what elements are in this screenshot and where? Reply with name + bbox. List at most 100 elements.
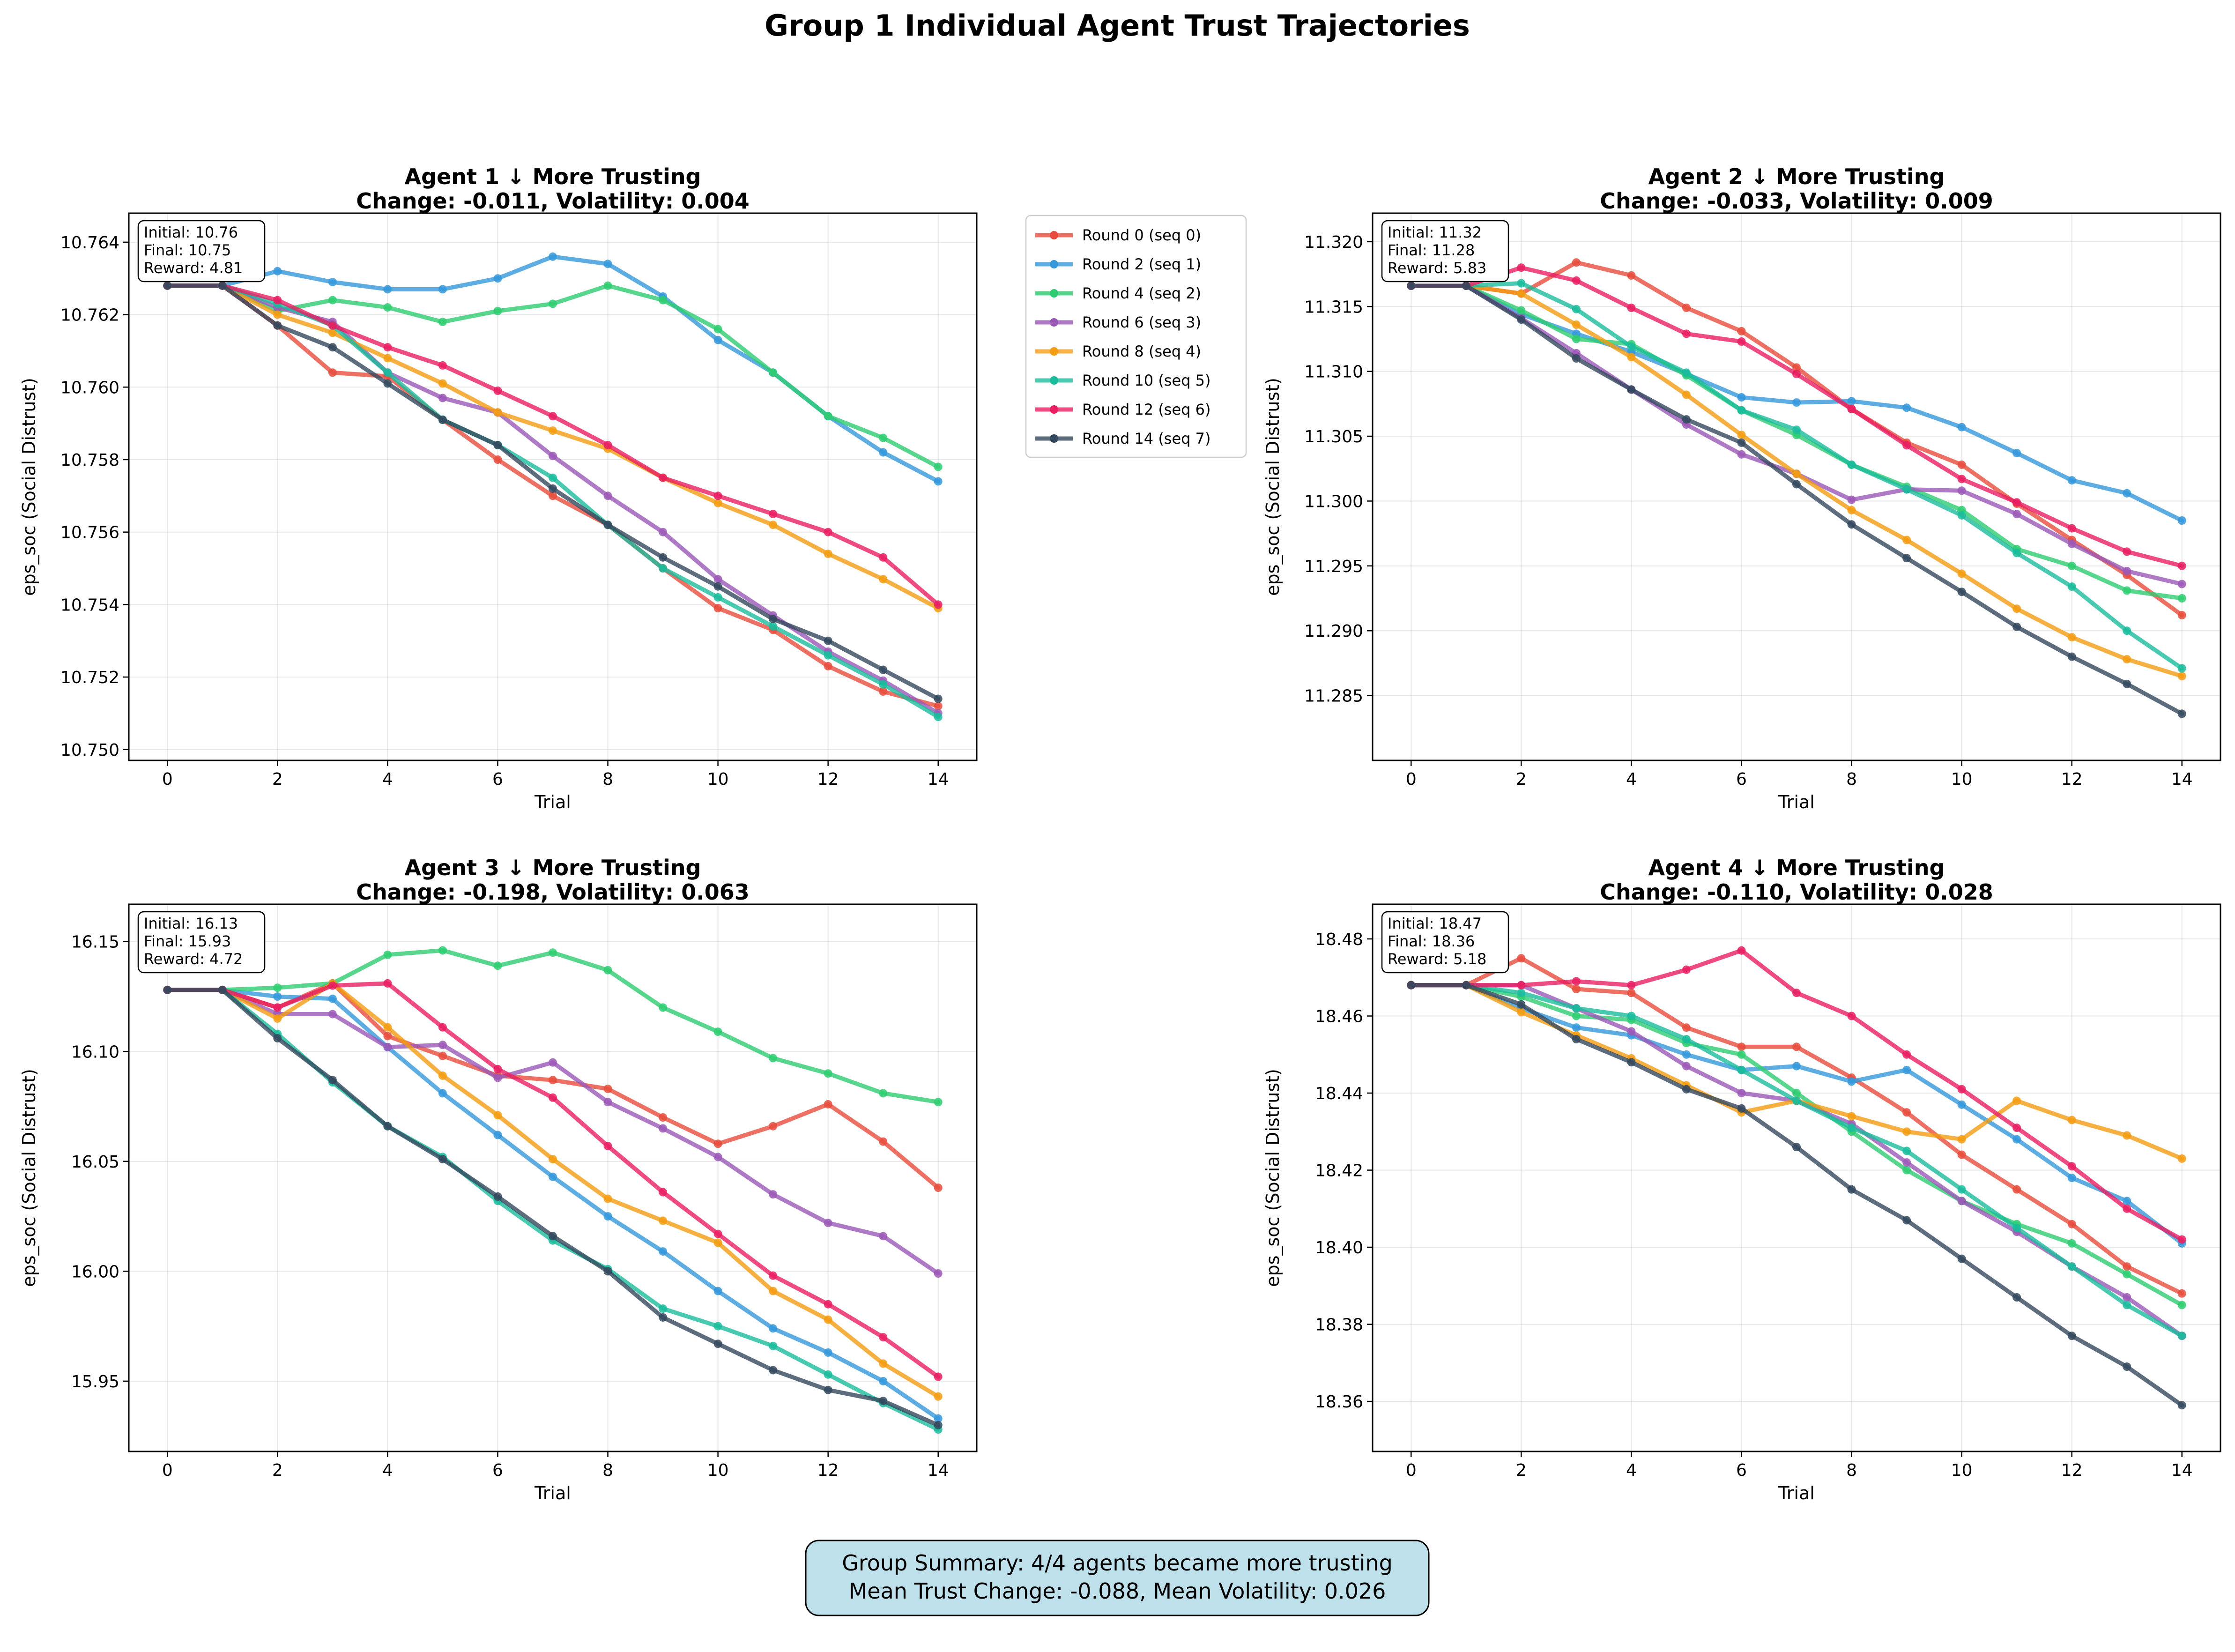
data-point [328,328,337,337]
data-point [1902,1146,1911,1155]
data-point [713,1238,722,1247]
data-point [659,1113,668,1122]
data-point [769,1366,778,1375]
panel-title-line-1: Agent 2 ↓ More Trusting [1648,164,1945,189]
legend: Round 0 (seq 0) Round 2 (seq 1) Round 4 (s… [1025,215,1247,458]
data-point [824,412,832,421]
data-point [1572,977,1581,986]
data-point [2012,510,2021,519]
data-point [659,1216,668,1225]
data-point [1792,370,1801,379]
data-point [603,491,612,500]
data-point [769,1271,778,1280]
data-point [769,615,778,624]
y-tick-label: 10.756 [60,523,119,543]
data-point [1627,1027,1636,1036]
annotation-line: Final: 11.28 [1388,241,1475,259]
data-point [549,948,557,957]
data-point [1957,475,1966,484]
data-point [2123,1131,2131,1140]
data-point [934,462,943,471]
data-point [1737,1042,1746,1051]
legend-label: Round 4 (seq 2) [1082,284,1201,302]
data-point [328,1010,337,1019]
x-tick-label: 4 [1626,770,1637,789]
x-axis-label: Trial [534,792,571,812]
data-point [934,1414,943,1423]
data-point [659,1188,668,1197]
data-point [1957,1254,1966,1263]
legend-entry: Round 0 (seq 0) [1035,226,1201,244]
series-line-1 [1409,983,2184,1246]
data-point [2123,1301,2131,1310]
data-point [438,415,447,424]
data-point [2012,1185,2021,1194]
series-line-7 [1409,283,2184,716]
y-tick-label: 10.760 [60,378,119,397]
data-point [438,285,447,294]
data-point [438,394,447,402]
data-point [934,1372,943,1381]
data-point [824,1100,832,1109]
x-tick-label: 6 [492,770,503,789]
data-point [603,966,612,975]
data-point [1627,989,1636,997]
data-point [659,296,668,305]
data-point [493,1111,502,1120]
series-line-6 [165,283,941,607]
data-point [1737,1050,1746,1059]
y-tick-label: 16.00 [71,1262,119,1281]
data-point [879,553,888,562]
x-tick-label: 2 [272,770,283,789]
axes-frame [1372,903,2221,1452]
data-point [1572,985,1581,993]
data-point [713,335,722,344]
data-point [549,452,557,461]
data-point [1682,1085,1691,1094]
data-point [2067,582,2076,591]
data-point [1627,1058,1636,1067]
data-point [1737,1089,1746,1097]
x-tick-label: 6 [1736,1461,1747,1480]
legend-label: Round 12 (seq 6) [1082,401,1210,418]
annotation-line: Reward: 4.72 [144,950,243,968]
data-point [713,1153,722,1161]
data-point [603,1194,612,1203]
legend-swatch-marker [1050,318,1058,327]
data-point [934,1421,943,1429]
y-tick-label: 18.42 [1315,1161,1363,1181]
panel-title-line-2: Change: -0.033, Volatility: 0.009 [1600,188,1993,214]
legend-label: Round 2 (seq 1) [1082,255,1201,273]
data-point [934,1098,943,1107]
x-tick-label: 12 [2061,1461,2083,1480]
x-tick-label: 12 [817,1461,839,1480]
data-point [1957,1085,1966,1094]
data-point [1517,306,1526,315]
data-point [1737,406,1746,415]
data-point [549,1076,557,1085]
data-point [1627,271,1636,280]
legend-swatch-marker [1050,347,1058,356]
legend-swatch-marker [1050,405,1058,414]
data-point [1847,1112,1856,1121]
data-point [383,303,392,312]
y-tick-label: 18.40 [1315,1238,1363,1258]
y-tick-label: 11.285 [1304,687,1363,706]
series-line-5 [165,283,941,719]
annotation-line: Reward: 5.83 [1388,259,1486,277]
data-point [549,252,557,261]
data-point [328,1076,337,1085]
data-point [273,321,282,330]
data-point [659,1124,668,1133]
data-point [2067,633,2076,642]
data-point [1737,1065,1746,1074]
x-axis-label: Trial [1778,1483,1815,1503]
data-point [713,604,722,613]
data-point [383,1122,392,1131]
data-point [1792,989,1801,997]
data-point [1792,469,1801,478]
data-point [1737,450,1746,459]
data-point [2067,539,2076,548]
data-point [1957,1197,1966,1206]
